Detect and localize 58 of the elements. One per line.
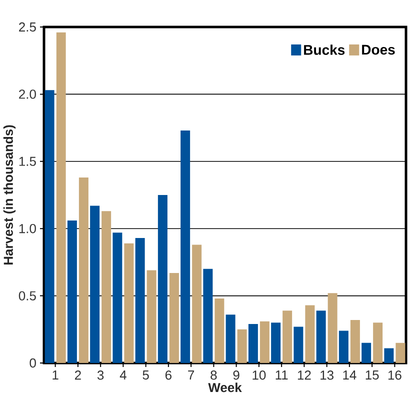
bar [305, 305, 315, 363]
bar [158, 194, 168, 363]
bar [248, 324, 258, 363]
bar [124, 243, 134, 363]
bar [135, 238, 145, 363]
bar [180, 130, 190, 363]
x-tick-label: 3 [97, 370, 104, 380]
x-tick-label: 7 [188, 370, 194, 380]
x-tick-label: 10 [252, 370, 266, 380]
x-tick-label: 13 [320, 370, 334, 380]
bar [146, 270, 156, 363]
bar [203, 268, 213, 363]
x-tick-label: 9 [233, 370, 240, 380]
bar [102, 211, 112, 363]
y-tick-label: 2.5 [19, 22, 36, 32]
bar [44, 90, 54, 363]
x-tick-label: 1 [52, 370, 58, 380]
bar [56, 32, 66, 363]
bar [78, 178, 88, 363]
y-tick-label: 2.0 [19, 90, 36, 99]
bar [214, 298, 224, 363]
x-tick-label: 16 [388, 370, 402, 380]
x-tick-label: 8 [210, 370, 217, 380]
y-tick-label: 0.5 [18, 291, 36, 300]
x-tick-label: 11 [276, 370, 288, 380]
legend-label: Bucks [304, 44, 345, 55]
bar [90, 206, 100, 363]
y-axis-title: Harvest (in thousands) [3, 125, 16, 265]
bar [237, 329, 247, 363]
bar [112, 232, 122, 363]
x-tick-label: 5 [142, 370, 149, 380]
x-tick-label: 15 [366, 370, 379, 380]
bar [350, 320, 360, 363]
bar [294, 326, 304, 363]
x-tick-label: 4 [120, 370, 126, 380]
bar [362, 342, 372, 363]
bar [338, 330, 348, 363]
y-tick-label: 1.5 [19, 156, 36, 166]
bar [328, 293, 338, 363]
legend-label: Does [362, 44, 395, 55]
x-tick-label: 6 [165, 370, 172, 380]
bar [192, 244, 202, 363]
bar [396, 342, 406, 363]
bar [169, 272, 179, 363]
x-axis-title: Week [208, 382, 242, 392]
bar [373, 322, 383, 363]
y-tick-label: 1.0 [19, 224, 36, 234]
bar [67, 220, 77, 363]
y-tick-label: 0 [30, 358, 36, 368]
x-tick-label: 12 [298, 370, 311, 380]
x-tick-label: 2 [74, 370, 81, 380]
bar [282, 310, 292, 363]
bar [271, 322, 281, 363]
bar [226, 314, 236, 363]
bar [260, 321, 270, 363]
bar [316, 310, 326, 363]
bar [384, 348, 394, 363]
x-tick-label: 14 [343, 370, 356, 380]
